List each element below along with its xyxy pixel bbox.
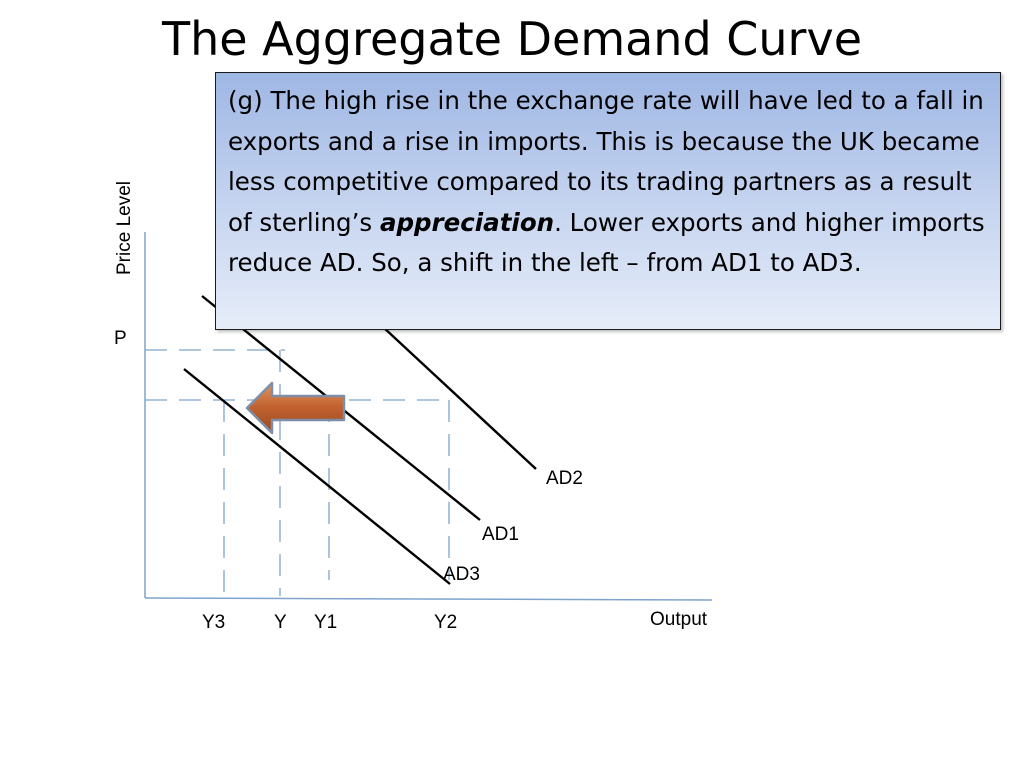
x-axis-label: Output [650,609,708,630]
slide-title: The Aggregate Demand Curve [162,12,862,66]
ad2-label: AD2 [546,468,583,489]
y-axis-label: Price Level [114,181,135,275]
output-label-y3: Y3 [202,612,225,633]
output-label-y2: Y2 [434,612,457,633]
callout-emphasis: appreciation [379,207,555,237]
ad3-label: AD3 [443,564,480,585]
callout-text-after: . Lower exports and higher imports reduc… [228,207,985,278]
output-label-y: Y [274,612,287,633]
x-axis [144,597,713,601]
ad1-label: AD1 [482,524,519,545]
price-label: P [114,328,127,349]
explanation-callout: (g) The high rise in the exchange rate w… [215,72,1001,330]
ad3-curve [183,368,451,585]
output-label-y1: Y1 [314,612,337,633]
left-arrow-icon [245,381,346,435]
callout-text-before: (g) The high rise in the exchange rate w… [228,86,984,237]
